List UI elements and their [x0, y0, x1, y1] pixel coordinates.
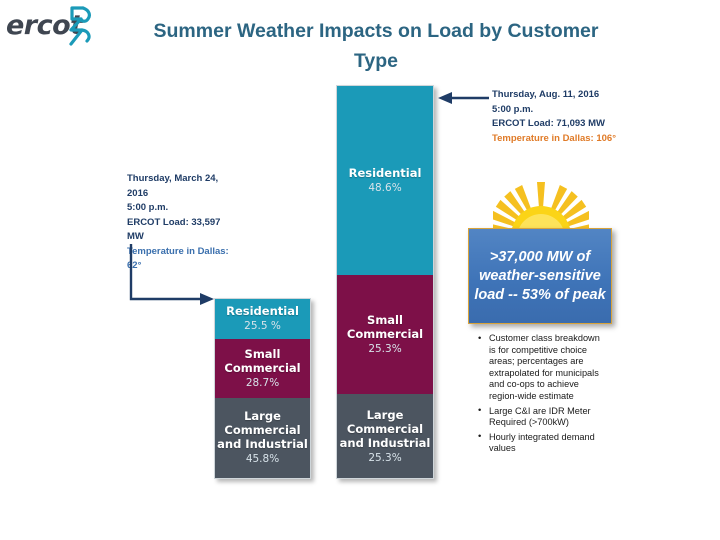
bar-segment-large-commercial-industrial: Large Commercial and Industrial 45.8% — [215, 397, 310, 478]
ercot-bolt-figure-icon — [69, 6, 91, 46]
ercot-logo: ercot — [6, 4, 96, 46]
bar-segment-small-commercial: Small Commercial 28.7% — [215, 338, 310, 398]
bar-segment-residential: Residential 25.5 % — [215, 299, 310, 339]
bar-segment-residential: Residential 48.6% — [337, 86, 433, 275]
bar-august-2016: Residential 48.6% Small Commercial 25.3%… — [336, 85, 434, 479]
annotation-march-temperature: Temperature in Dallas: 62° — [127, 245, 229, 272]
annotation-august-time: 5:00 p.m. — [492, 103, 534, 115]
list-item: Large C&I are IDR Meter Required (>700kW… — [476, 405, 608, 429]
ercot-wordmark: ercot — [6, 10, 83, 41]
annotation-august-temperature: Temperature in Dallas: 106° — [492, 132, 617, 144]
bar-segment-small-commercial: Small Commercial 25.3% — [337, 274, 433, 395]
list-item: Customer class breakdown is for competit… — [476, 333, 608, 403]
annotation-march-load: ERCOT Load: 33,597 MW — [127, 216, 221, 243]
list-item: Hourly integrated demand values — [476, 431, 608, 455]
annotation-march-time: 5:00 p.m. — [127, 202, 169, 213]
annotation-march: Thursday, March 24, 2016 5:00 p.m. ERCOT… — [127, 172, 239, 274]
bar-march-2016: Residential 25.5 % Small Commercial 28.7… — [214, 298, 311, 479]
annotation-august-date: Thursday, Aug. 11, 2016 — [492, 89, 600, 100]
annotation-march-elbow-arrow — [129, 244, 214, 305]
annotation-august-arrow — [438, 92, 489, 104]
annotation-august: Thursday, Aug. 11, 2016 5:00 p.m. ERCOT … — [492, 88, 620, 146]
annotation-august-load: ERCOT Load: 71,093 MW — [492, 118, 605, 129]
callout-text: >37,000 MW of weather-sensitive load -- … — [474, 248, 606, 303]
footnote-list: Customer class breakdown is for competit… — [476, 333, 608, 458]
callout-box: >37,000 MW of weather-sensitive load -- … — [468, 228, 612, 324]
bar-segment-large-commercial-industrial: Large Commercial and Industrial 25.3% — [337, 394, 433, 478]
page-title: Summer Weather Impacts on Load by Custom… — [153, 20, 599, 72]
annotation-march-date: Thursday, March 24, 2016 — [127, 173, 219, 199]
